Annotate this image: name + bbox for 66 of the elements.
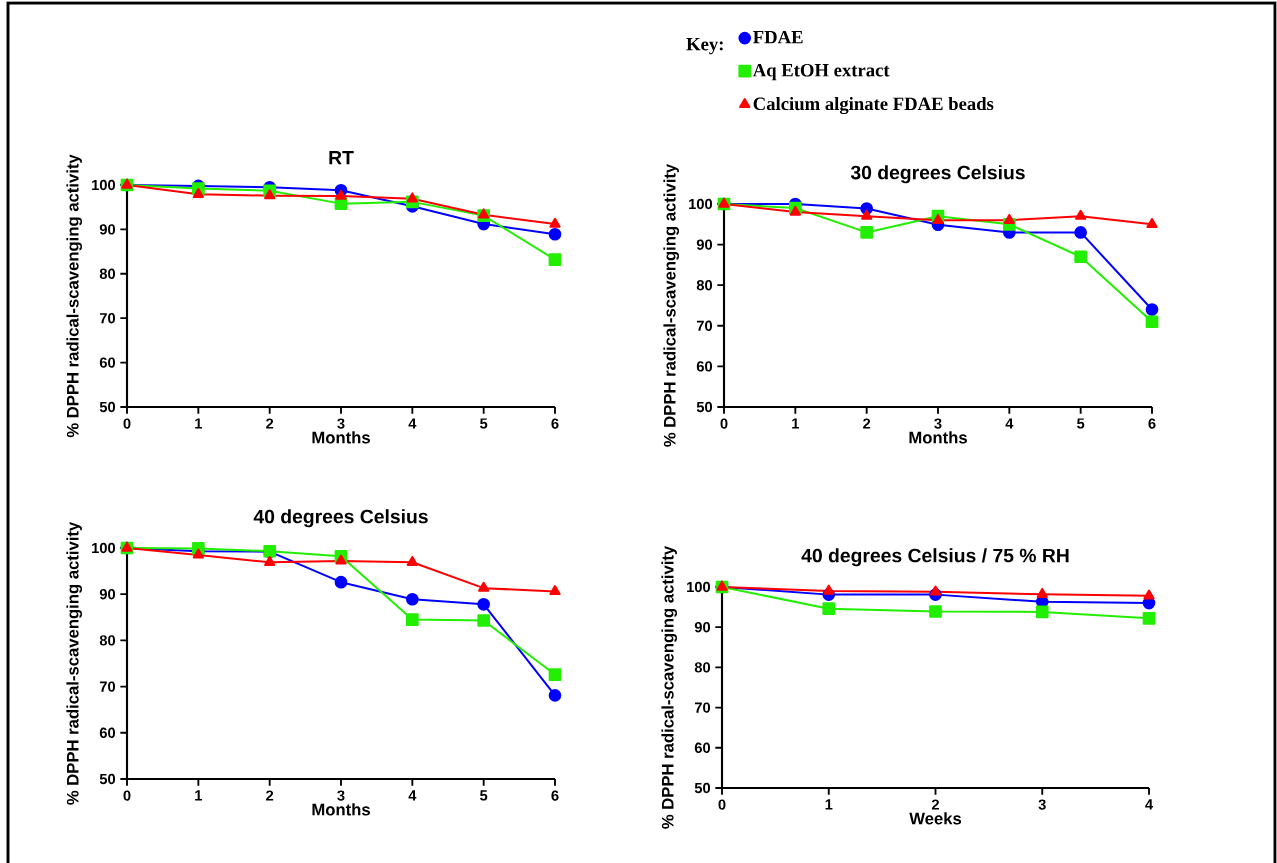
y-tick-label: 80	[696, 280, 713, 291]
y-tick-label: 80	[99, 268, 116, 279]
x-tick-label: 3	[1038, 799, 1046, 810]
y-tick-label: 60	[696, 361, 713, 372]
chart-title: 30 degrees Celsius	[850, 165, 1025, 184]
y-tick-label: 90	[694, 622, 711, 633]
x-tick-label: 4	[408, 418, 417, 429]
y-tick-label: 100	[92, 542, 116, 554]
x-tick-label: 3	[934, 418, 942, 429]
y-tick-label: 100	[687, 581, 711, 593]
x-tick-label: 3	[337, 418, 345, 429]
x-tick-label: 2	[931, 799, 939, 810]
y-tick-label: 60	[694, 742, 711, 753]
legend-label: Aq EtOH extract	[752, 63, 890, 81]
y-tick-label: 90	[99, 589, 116, 600]
x-tick-label: 1	[825, 799, 833, 810]
x-tick-label: 4	[408, 790, 417, 801]
x-tick-label: 6	[551, 790, 559, 801]
x-axis-title: Weeks	[909, 812, 962, 825]
x-tick-label: 1	[195, 790, 202, 801]
x-tick-label: 0	[718, 799, 726, 810]
y-tick-label: 70	[99, 681, 116, 692]
y-tick-label: 50	[694, 782, 711, 794]
y-tick-label: 60	[99, 727, 116, 738]
x-tick-label: 1	[195, 418, 202, 429]
y-tick-label: 50	[99, 401, 116, 413]
chart-title: 40 degrees Celsius	[253, 509, 428, 528]
y-tick-label: 80	[694, 662, 711, 673]
x-axis-title: Months	[312, 431, 370, 444]
x-tick-label: 5	[480, 790, 488, 801]
x-tick-label: 4	[1005, 418, 1014, 429]
y-tick-label: 50	[696, 401, 713, 413]
x-tick-label: 5	[1077, 418, 1085, 429]
x-tick-label: 6	[551, 418, 559, 429]
y-tick-label: 90	[99, 224, 116, 235]
chart-title: 40 degrees Celsius / 75 % RH	[801, 548, 1069, 567]
y-tick-label: 50	[99, 773, 116, 785]
y-tick-label: 70	[694, 702, 711, 713]
y-tick-label: 70	[99, 313, 116, 324]
x-tick-label: 6	[1148, 418, 1156, 429]
legend-title: Key:	[686, 38, 723, 55]
x-tick-label: 0	[123, 790, 131, 801]
x-tick-label: 2	[863, 418, 871, 429]
x-axis-title: Months	[909, 431, 967, 444]
x-tick-label: 0	[720, 418, 728, 429]
x-axis-title: Months	[312, 803, 370, 816]
x-tick-label: 2	[266, 790, 274, 801]
y-axis-title: % DPPH radical-scavenging activity	[661, 545, 678, 829]
x-tick-label: 3	[337, 790, 345, 801]
legend-label: Calcium alginate FDAE beads	[753, 96, 994, 115]
y-tick-label: 70	[696, 320, 713, 331]
legend-label: FDAE	[753, 30, 803, 44]
x-tick-label: 0	[123, 418, 131, 429]
y-tick-label: 100	[689, 198, 713, 210]
chart-title: RT	[329, 150, 354, 165]
x-tick-label: 4	[1145, 799, 1153, 810]
y-axis-title: % DPPH radical-scavenging activity	[66, 154, 83, 438]
y-tick-label: 100	[92, 179, 116, 191]
x-tick-label: 5	[480, 418, 488, 429]
y-axis-title: % DPPH radical-scavenging activity	[663, 163, 680, 447]
y-axis-title: % DPPH radical-scavenging activity	[66, 521, 83, 805]
y-tick-label: 60	[99, 357, 116, 368]
x-tick-label: 1	[792, 418, 799, 429]
x-tick-label: 2	[266, 418, 274, 429]
y-tick-label: 90	[696, 239, 713, 250]
y-tick-label: 80	[99, 635, 116, 646]
